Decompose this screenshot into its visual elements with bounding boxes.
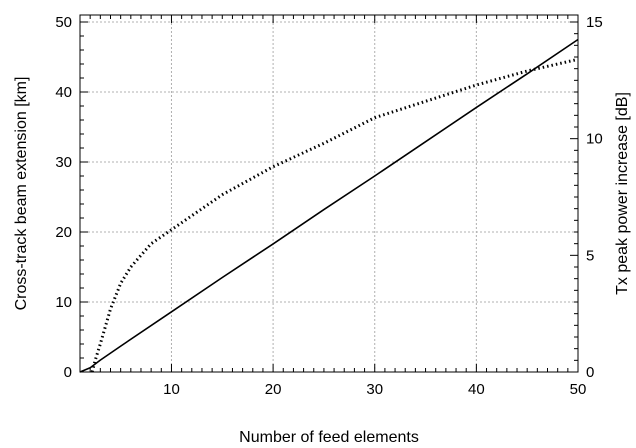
y-tick-label: 20 bbox=[55, 224, 72, 241]
y-tick-label: 30 bbox=[55, 154, 72, 171]
y-tick-label: 0 bbox=[64, 364, 72, 381]
x-tick-label: 20 bbox=[265, 381, 282, 398]
dotted-series-line bbox=[90, 57, 579, 373]
y2-tick-label: 10 bbox=[586, 131, 603, 148]
series-lines bbox=[79, 38, 579, 373]
y2-tick-label: 0 bbox=[586, 364, 594, 381]
y-axis-title: Cross-track beam extension [km] bbox=[13, 77, 30, 311]
y2-tick-label: 15 bbox=[586, 14, 603, 31]
y-tick-label: 50 bbox=[55, 14, 72, 31]
axis-ticks bbox=[79, 15, 579, 373]
y-tick-label: 10 bbox=[55, 294, 72, 311]
solid-series-line bbox=[79, 38, 579, 373]
x-tick-label: 10 bbox=[163, 381, 180, 398]
x-tick-label: 50 bbox=[570, 381, 587, 398]
y2-axis-title: Tx peak power increase [dB] bbox=[614, 92, 631, 295]
grid-lines bbox=[80, 15, 579, 372]
plot-frame bbox=[79, 14, 579, 373]
x-axis-title: Number of feed elements bbox=[239, 429, 419, 446]
x-tick-label: 40 bbox=[468, 381, 485, 398]
y2-tick-label: 5 bbox=[586, 247, 594, 264]
x-tick-label: 30 bbox=[366, 381, 383, 398]
y-tick-label: 40 bbox=[55, 84, 72, 101]
